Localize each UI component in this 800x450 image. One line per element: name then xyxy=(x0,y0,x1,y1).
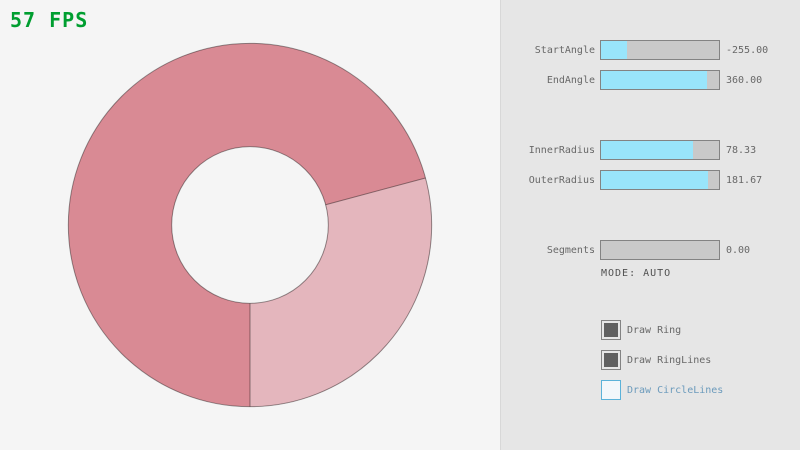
checkmark-icon xyxy=(604,353,618,367)
startangle-value: -255.00 xyxy=(726,44,769,56)
ring-canvas xyxy=(67,42,433,408)
draw-circlelines-checkbox[interactable] xyxy=(601,380,621,400)
checkbox-row-draw-ring: Draw Ring xyxy=(601,320,681,340)
endangle-slider-fill xyxy=(601,71,708,89)
slider-row-innerradius: InnerRadius 78.33 xyxy=(501,140,800,160)
startangle-label: StartAngle xyxy=(534,44,595,56)
slider-row-endangle: EndAngle 360.00 xyxy=(501,70,800,90)
innerradius-label: InnerRadius xyxy=(528,144,595,156)
endangle-label: EndAngle xyxy=(546,74,595,86)
outerradius-label: OuterRadius xyxy=(528,174,595,186)
draw-ring-checkbox[interactable] xyxy=(601,320,621,340)
segments-label: Segments xyxy=(546,244,595,256)
innerradius-slider[interactable] xyxy=(600,140,720,160)
startangle-slider-fill xyxy=(601,41,627,59)
endangle-value: 360.00 xyxy=(726,74,763,86)
checkmark-icon xyxy=(604,323,618,337)
checkbox-row-draw-circlelines: Draw CircleLines xyxy=(601,380,723,400)
mode-text: MODE: AUTO xyxy=(601,268,672,279)
draw-ringlines-checkbox[interactable] xyxy=(601,350,621,370)
outerradius-slider[interactable] xyxy=(600,170,720,190)
endangle-slider[interactable] xyxy=(600,70,720,90)
innerradius-value: 78.33 xyxy=(726,144,757,156)
draw-ringlines-label: Draw RingLines xyxy=(627,354,712,366)
fps-counter: 57 FPS xyxy=(10,8,89,32)
outerradius-slider-fill xyxy=(601,171,709,189)
draw-circlelines-label: Draw CircleLines xyxy=(627,384,724,396)
innerradius-slider-fill xyxy=(601,141,694,159)
segments-value: 0.00 xyxy=(726,244,751,256)
startangle-slider[interactable] xyxy=(600,40,720,60)
slider-row-startangle: StartAngle -255.00 xyxy=(501,40,800,60)
outerradius-value: 181.67 xyxy=(726,174,763,186)
draw-ring-label: Draw Ring xyxy=(627,324,682,336)
checkmark-icon xyxy=(604,383,618,397)
controls-panel: StartAngle -255.00 EndAngle 360.00 Inner… xyxy=(500,0,800,450)
checkbox-row-draw-ringlines: Draw RingLines xyxy=(601,350,711,370)
segments-slider[interactable] xyxy=(600,240,720,260)
slider-row-segments: Segments 0.00 xyxy=(501,240,800,260)
slider-row-outerradius: OuterRadius 181.67 xyxy=(501,170,800,190)
